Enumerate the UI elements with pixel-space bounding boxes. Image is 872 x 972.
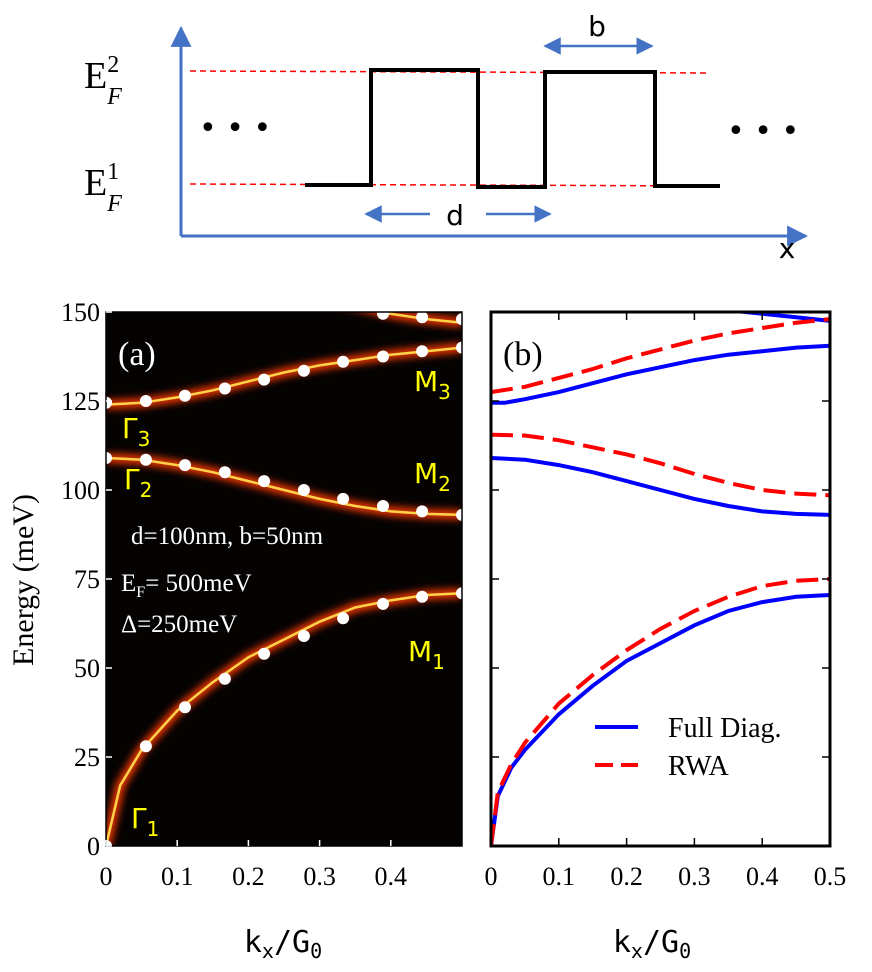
band-3-marker xyxy=(218,382,231,395)
x-tick-label: 0.1 xyxy=(161,862,194,891)
param-line-3: Δ=250meV xyxy=(121,611,237,638)
panel-b-lines xyxy=(491,312,830,846)
band-2-marker xyxy=(416,505,429,518)
band-line-4 xyxy=(378,312,462,324)
panel-a-y-ticks: 0 25 50 75 100 125 150 xyxy=(61,298,112,861)
param-line-2: EF= 500meV xyxy=(121,570,252,601)
band-1-marker xyxy=(179,701,191,714)
param-line-1: d=100nm, b=50nm xyxy=(131,523,324,550)
band-1-marker xyxy=(106,840,112,846)
y-tick-label: 25 xyxy=(74,743,100,772)
band-3-marker xyxy=(416,345,429,358)
ef1-reference-line xyxy=(189,183,721,187)
x-tick-label: 0.3 xyxy=(678,862,711,891)
panel-b-y-ticks xyxy=(491,311,830,847)
panel-b-label: (b) xyxy=(503,336,543,373)
x-tick-label: 0.1 xyxy=(543,862,576,891)
panel-b-background xyxy=(491,312,830,846)
potential-profile-diagram: E2 F E1 F • • • • • • b d x xyxy=(84,10,809,265)
x-tick-label: 0.3 xyxy=(303,862,336,891)
panel-b-x-axis-label: kx/G0 xyxy=(613,925,691,963)
gamma-3-label: Γ3 xyxy=(122,412,150,451)
ef2-label: E2 F xyxy=(84,52,122,110)
y-axis-label: Energy (meV) xyxy=(7,494,40,666)
x-axis-label: x xyxy=(779,232,796,265)
x-tick-label: 0 xyxy=(485,862,498,891)
rwa-curve-1 xyxy=(491,577,830,846)
band-2-marker xyxy=(139,453,152,466)
x-tick-label: 0.4 xyxy=(375,862,408,891)
band-3-marker xyxy=(377,350,389,363)
right-ellipsis: • • • xyxy=(727,114,799,149)
gamma-2-label: Γ2 xyxy=(124,463,152,502)
y-tick-label: 50 xyxy=(74,654,100,683)
band-1-marker xyxy=(297,630,310,642)
legend-full-diag-label: Full Diag. xyxy=(668,713,782,744)
band-2-marker xyxy=(218,466,231,479)
band-3-marker xyxy=(337,355,350,368)
y-tick-label: 150 xyxy=(61,298,100,327)
band-1-marker xyxy=(258,647,271,660)
full-diag-curve-3 xyxy=(491,343,830,405)
band-line-3 xyxy=(106,346,462,406)
m-1-label: M1 xyxy=(408,635,445,674)
band-1-marker xyxy=(218,672,231,685)
band-3-marker xyxy=(297,364,310,377)
band-3-marker xyxy=(258,373,271,386)
y-tick-label: 100 xyxy=(61,476,100,505)
band-2-marker xyxy=(258,475,271,488)
x-tick-label: 0.4 xyxy=(746,862,779,891)
band-2-marker xyxy=(297,484,310,496)
band-1-marker xyxy=(416,590,429,603)
band-3-marker xyxy=(139,395,152,407)
d-label: d xyxy=(446,199,464,232)
band-2-marker xyxy=(179,459,191,472)
y-tick-label: 0 xyxy=(87,832,100,861)
band-2-marker xyxy=(377,500,389,512)
x-tick-label: 0.2 xyxy=(232,862,265,891)
x-tick-label: 0 xyxy=(100,862,113,891)
panel-a-x-ticks: 0 0.1 0.2 0.3 0.4 xyxy=(100,840,408,891)
band-3-marker xyxy=(106,396,112,409)
legend: Full Diag. RWA xyxy=(595,713,782,782)
band-2-marker xyxy=(106,452,112,464)
full-diag-curve-2 xyxy=(491,456,830,517)
ef1-label: E1 F xyxy=(84,159,122,217)
band-2-marker xyxy=(456,508,462,521)
band-1-marker xyxy=(337,612,350,625)
x-tick-label: 0.5 xyxy=(814,862,847,891)
band-3-marker xyxy=(179,389,191,402)
x-tick-label: 0.2 xyxy=(610,862,643,891)
panel-a-markers xyxy=(106,312,462,846)
panel-a: 0 25 50 75 100 125 150 0 0.1 0.2 0.3 0.4 (a) d=100… xyxy=(7,298,463,963)
band-1-marker xyxy=(139,740,152,753)
m-3-label: M3 xyxy=(414,365,451,404)
gamma-1-label: Γ1 xyxy=(131,802,159,841)
band-3-marker xyxy=(456,341,462,354)
legend-rwa-label: RWA xyxy=(668,751,729,782)
left-ellipsis: • • • xyxy=(199,111,271,146)
y-tick-label: 75 xyxy=(74,565,100,594)
band-1-marker xyxy=(377,597,389,610)
band-4-marker xyxy=(456,313,462,326)
band-line-2 xyxy=(106,456,462,517)
potential-profile xyxy=(305,68,720,189)
b-label: b xyxy=(588,10,606,43)
m-2-label: M2 xyxy=(414,457,451,496)
panel-a-x-axis-label: kx/G0 xyxy=(244,925,322,963)
band-2-marker xyxy=(337,492,350,505)
band-4-marker xyxy=(416,312,429,324)
band-4-marker xyxy=(377,312,389,320)
rwa-curve-3 xyxy=(491,317,830,395)
band-1-marker xyxy=(456,587,462,600)
y-tick-label: 125 xyxy=(61,387,100,416)
panel-b-x-ticks: 0 0.1 0.2 0.3 0.4 0.5 xyxy=(485,312,847,891)
rwa-curve-2 xyxy=(491,432,830,498)
panel-b: 0 0.1 0.2 0.3 0.4 0.5 (b) Full Diag. RWA kx/G… xyxy=(485,310,847,963)
panel-a-label: (a) xyxy=(118,336,156,373)
